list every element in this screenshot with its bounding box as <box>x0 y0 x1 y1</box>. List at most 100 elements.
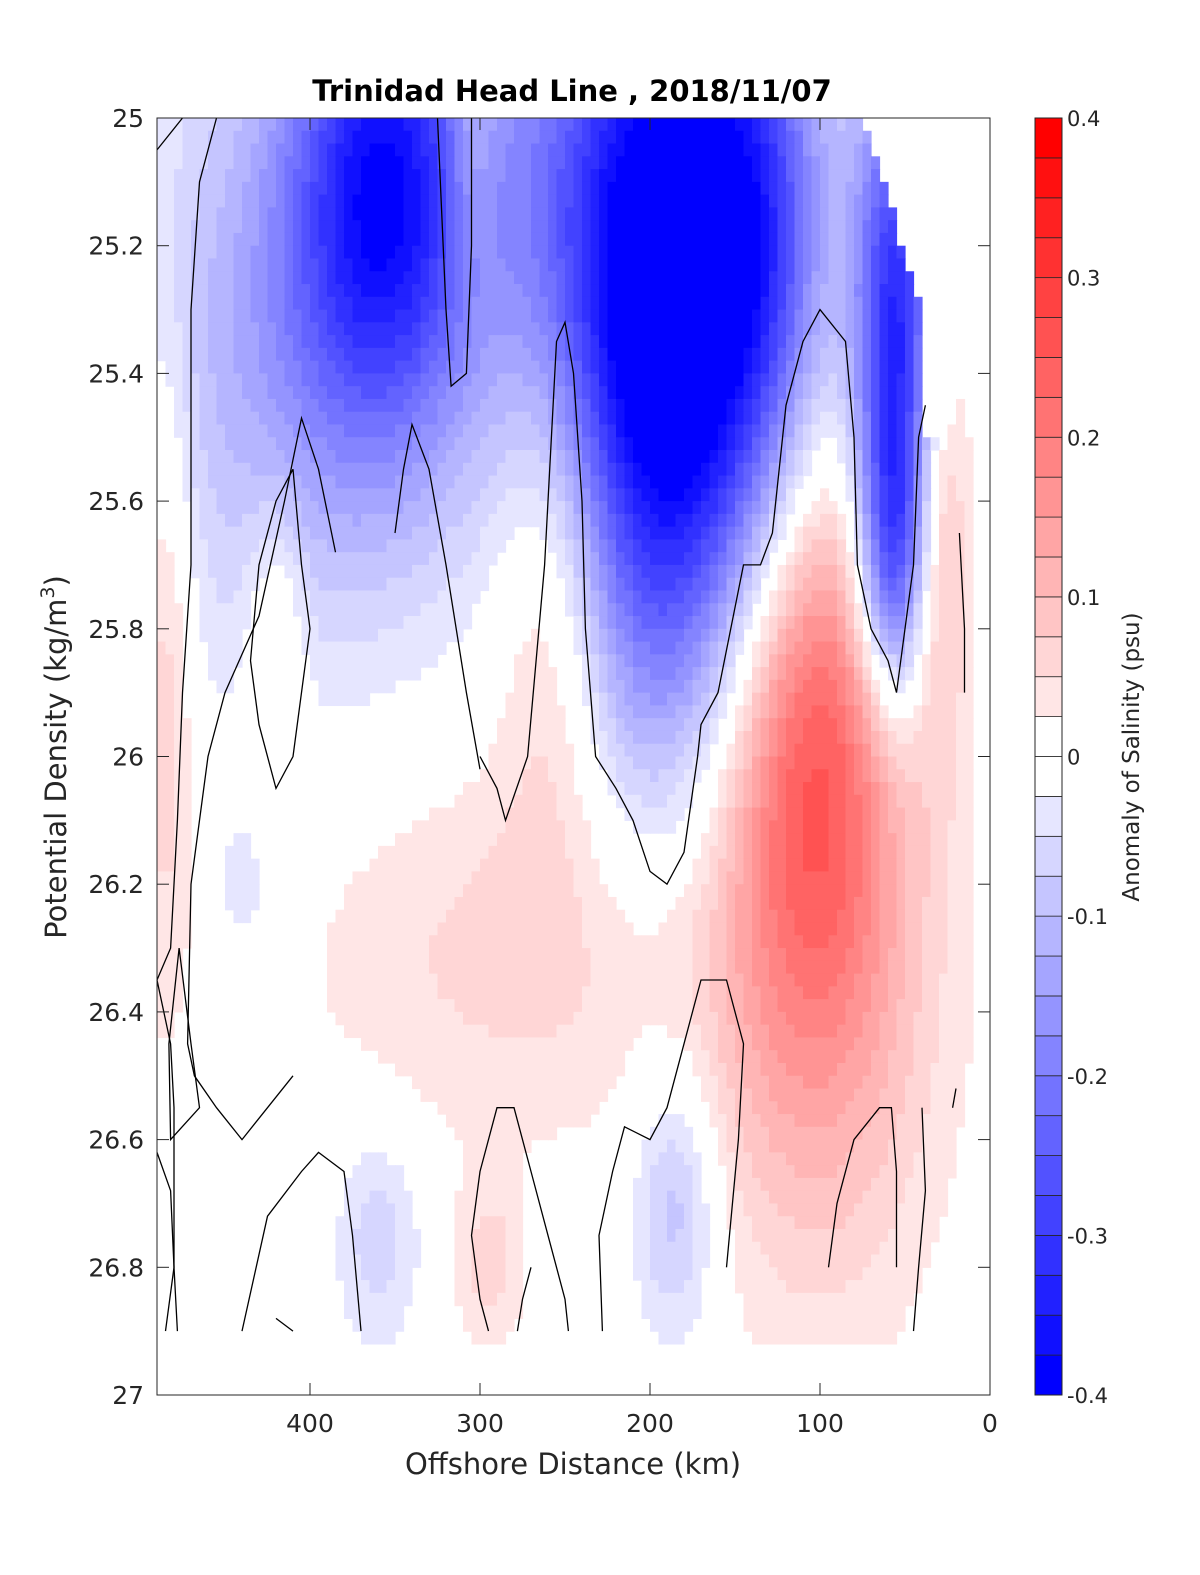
heatmap-cell <box>216 284 226 298</box>
heatmap-cell <box>616 335 626 349</box>
heatmap-cell <box>667 130 677 145</box>
heatmap-cell <box>769 526 779 541</box>
heatmap-cell <box>182 181 192 196</box>
heatmap-cell <box>641 1292 651 1307</box>
heatmap-cell <box>165 641 175 655</box>
heatmap-cell <box>199 130 209 145</box>
heatmap-cell <box>675 616 685 630</box>
heatmap-cell <box>225 552 235 566</box>
heatmap-cell <box>352 999 362 1013</box>
heatmap-cell <box>633 948 643 962</box>
heatmap-cell <box>250 475 260 489</box>
heatmap-cell <box>165 986 175 1000</box>
heatmap-cell <box>301 641 311 655</box>
heatmap-cell <box>599 194 609 208</box>
heatmap-cell <box>565 1024 575 1039</box>
heatmap-cell <box>607 386 617 400</box>
heatmap-cell <box>616 462 626 477</box>
heatmap-cell <box>480 130 490 145</box>
heatmap-cell <box>463 156 473 170</box>
heatmap-cell <box>199 552 209 566</box>
heatmap-cell <box>310 526 320 541</box>
heatmap-cell <box>446 156 456 170</box>
heatmap-cell <box>403 194 413 208</box>
heatmap-cell <box>777 1216 787 1230</box>
heatmap-cell <box>199 590 209 604</box>
heatmap-cell <box>684 398 694 413</box>
heatmap-cell <box>471 450 481 464</box>
heatmap-cell <box>684 1165 694 1179</box>
heatmap-cell <box>735 641 745 655</box>
heatmap-cell <box>726 220 736 234</box>
heatmap-cell <box>429 462 439 477</box>
heatmap-cell <box>429 564 439 579</box>
heatmap-cell <box>641 1152 651 1166</box>
heatmap-cell <box>684 232 694 247</box>
heatmap-cell <box>752 169 762 183</box>
heatmap-cell <box>743 718 753 732</box>
heatmap-cell <box>650 386 660 400</box>
heatmap-cell <box>420 258 430 272</box>
heatmap-cell <box>480 973 490 987</box>
heatmap-cell <box>335 411 345 426</box>
heatmap-cell <box>650 207 660 221</box>
heatmap-cell <box>624 948 634 962</box>
heatmap-cell <box>233 118 243 132</box>
heatmap-cell <box>769 756 779 770</box>
heatmap-cell <box>259 309 269 323</box>
heatmap-cell <box>318 322 328 336</box>
heatmap-cell <box>531 1075 541 1090</box>
heatmap-cell <box>225 654 235 668</box>
heatmap-cell <box>633 654 643 668</box>
heatmap-cell <box>548 667 558 681</box>
heatmap-cell <box>429 1011 439 1026</box>
heatmap-cell <box>446 1114 456 1128</box>
heatmap-cell <box>446 296 456 311</box>
heatmap-cell <box>701 1254 711 1268</box>
heatmap-cell <box>709 322 719 336</box>
heatmap-cell <box>667 118 677 132</box>
heatmap-cell <box>718 1024 728 1039</box>
heatmap-cell <box>675 782 685 796</box>
heatmap-cell <box>369 628 379 643</box>
heatmap-cell <box>573 1037 583 1051</box>
heatmap-cell <box>743 322 753 336</box>
heatmap-cell <box>369 590 379 604</box>
heatmap-cell <box>250 526 260 541</box>
heatmap-cell <box>344 437 354 451</box>
heatmap-cell <box>454 386 464 400</box>
heatmap-cell <box>539 501 549 515</box>
heatmap-cell <box>412 552 422 566</box>
heatmap-cell <box>641 1254 651 1268</box>
heatmap-cell <box>684 347 694 362</box>
heatmap-cell <box>692 475 702 489</box>
heatmap-cell <box>488 360 498 374</box>
heatmap-cell <box>556 1024 566 1039</box>
heatmap-cell <box>726 552 736 566</box>
heatmap-cell <box>718 948 728 962</box>
heatmap-cell <box>658 590 668 604</box>
heatmap-cell <box>463 1152 473 1166</box>
heatmap-cell <box>522 1011 532 1026</box>
heatmap-cell <box>726 475 736 489</box>
heatmap-cell <box>335 130 345 145</box>
heatmap-cell <box>650 1011 660 1026</box>
heatmap-cell <box>641 245 651 260</box>
heatmap-cell <box>548 845 558 860</box>
heatmap-cell <box>641 437 651 451</box>
heatmap-cell <box>531 807 541 821</box>
heatmap-cell <box>225 347 235 362</box>
heatmap-cell <box>752 718 762 732</box>
heatmap-cell <box>386 948 396 962</box>
heatmap-cell <box>582 398 592 413</box>
heatmap-cell <box>157 628 167 643</box>
heatmap-cell <box>701 1203 711 1217</box>
heatmap-cell <box>624 296 634 311</box>
heatmap-cell <box>378 130 388 145</box>
heatmap-cell <box>199 539 209 553</box>
heatmap-cell <box>250 347 260 362</box>
heatmap-cell <box>216 539 226 553</box>
heatmap-cell <box>420 462 430 477</box>
heatmap-cell <box>361 220 371 234</box>
heatmap-cell <box>522 833 532 847</box>
